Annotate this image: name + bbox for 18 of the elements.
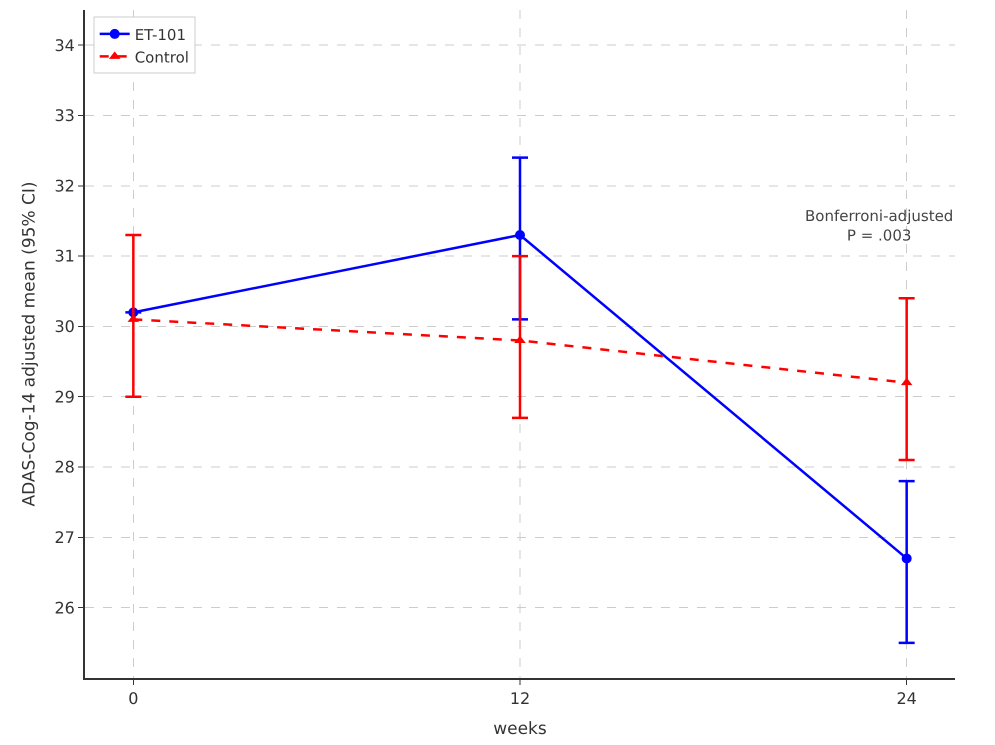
y-tick-label: 26	[54, 598, 75, 618]
y-tick-label: 33	[54, 106, 75, 126]
x-tick-label: 24	[896, 689, 917, 708]
y-tick-label: 31	[54, 246, 75, 266]
x-tick-label: 12	[510, 689, 530, 708]
x-axis-title: weeks	[493, 719, 547, 740]
y-tick-label: 27	[54, 528, 75, 547]
x-tick-label: 0	[128, 689, 138, 708]
y-axis-title: ADAS-Cog-14 adjusted mean (95% CI)	[19, 181, 40, 507]
y-tick-label: 28	[54, 458, 75, 477]
point	[902, 553, 912, 564]
y-tick-label: 32	[54, 176, 75, 196]
y-tick-label: 34	[54, 36, 75, 55]
legend-label: Control	[134, 48, 189, 66]
annotation: Bonferroni-adjusted P = .003	[805, 207, 954, 244]
y-tick-label: 30	[54, 317, 75, 336]
legend-label: ET-101	[134, 26, 186, 44]
y-tick-label: 29	[54, 387, 75, 406]
